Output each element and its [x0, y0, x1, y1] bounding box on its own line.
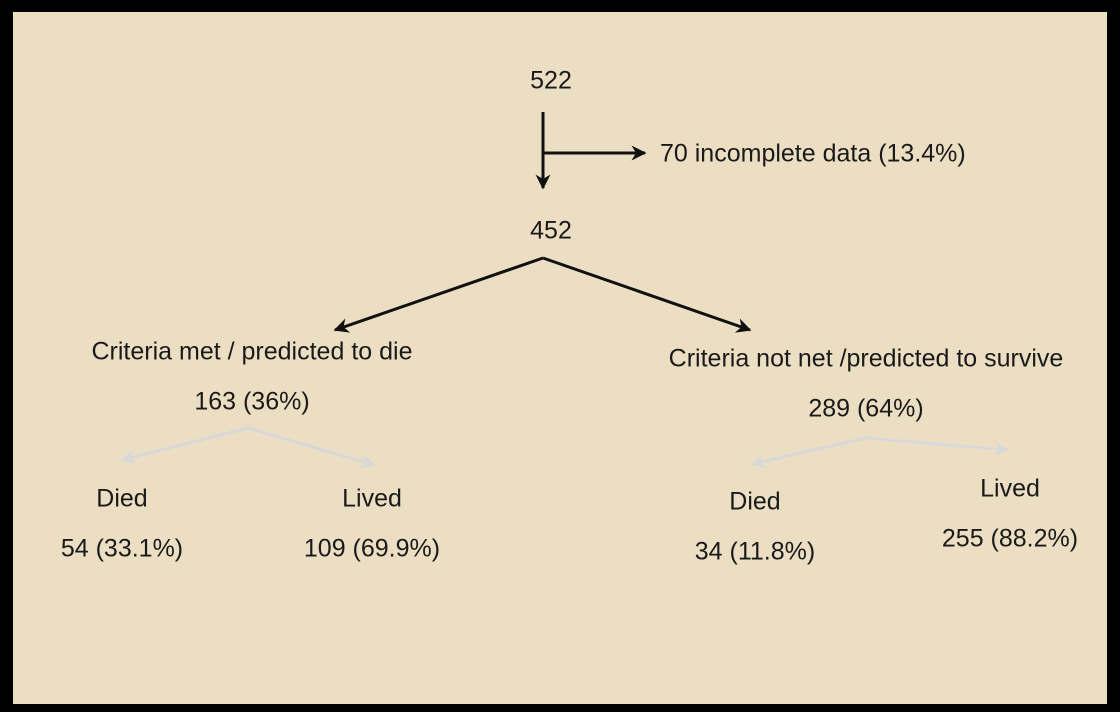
node-value: 163 (36%) — [194, 388, 309, 416]
node-value: 289 (64%) — [808, 395, 923, 423]
node-label: Died — [96, 485, 147, 513]
node-label: 70 incomplete data (13.4%) — [660, 140, 966, 168]
arrow — [120, 426, 249, 464]
node-value: 255 (88.2%) — [942, 525, 1078, 553]
node-label: Lived — [342, 485, 402, 513]
node-value: 34 (11.8%) — [695, 538, 815, 566]
node-label: Criteria met / predicted to die — [92, 338, 413, 366]
arrow — [247, 426, 376, 469]
node-label: Criteria not net /predicted to survive — [669, 345, 1064, 373]
background — [13, 12, 1107, 704]
node-label: Died — [729, 488, 780, 516]
node-label: 452 — [530, 217, 572, 245]
arrow — [333, 256, 544, 333]
node-value: 54 (33.1%) — [61, 535, 183, 563]
node-label: 522 — [530, 67, 572, 95]
arrow — [750, 436, 867, 469]
node-value: 109 (69.9%) — [304, 535, 440, 563]
node-label: Lived — [980, 475, 1040, 503]
arrow — [542, 256, 752, 333]
arrow — [865, 436, 1010, 457]
